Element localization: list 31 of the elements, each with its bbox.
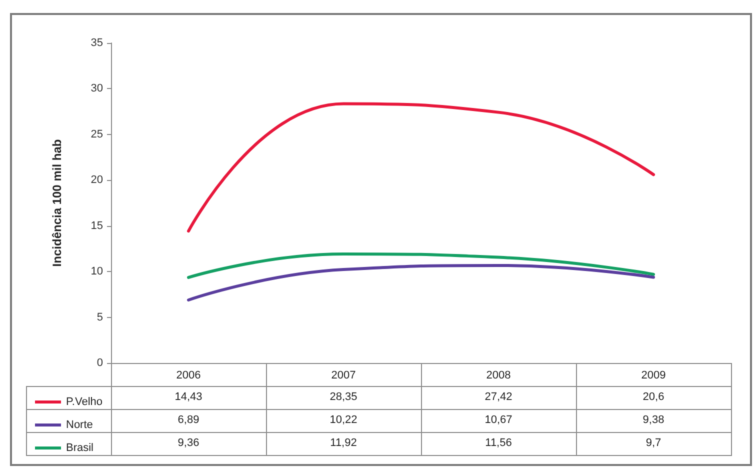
data-label: 9,38 <box>642 413 666 428</box>
data-label: 9,7 <box>644 436 662 451</box>
y-tick-label: 30 <box>90 82 103 95</box>
data-label: 10,67 <box>484 413 514 428</box>
data-label: 20,6 <box>642 390 666 405</box>
line-series <box>187 252 655 279</box>
data-label: 11,56 <box>484 436 513 451</box>
y-tick-label: 15 <box>90 220 103 232</box>
x-tick-label: 2008 <box>486 370 511 382</box>
data-label: 6,89 <box>176 413 200 428</box>
line-series <box>187 102 655 233</box>
x-tick-label: 2006 <box>176 370 201 382</box>
data-label: 11,92 <box>329 436 358 451</box>
data-label: 28,35 <box>328 390 358 405</box>
data-label: 9,36 <box>176 436 200 451</box>
y-tick-label: 0 <box>96 357 103 369</box>
legend-label: Norte <box>66 419 93 431</box>
x-tick-label: 2007 <box>331 370 356 382</box>
legend-label: P.Velho <box>66 396 103 408</box>
y-tick-label: 20 <box>90 174 103 186</box>
line-series <box>187 264 655 302</box>
y-tick-label: 25 <box>90 128 103 140</box>
data-label: 14,43 <box>174 390 204 405</box>
y-tick-label: 5 <box>96 311 103 324</box>
y-axis-title: Incidência 100 mil hab <box>50 139 64 267</box>
legend-label: Brasil <box>66 442 94 454</box>
data-label: 27,42 <box>484 390 514 405</box>
y-tick-label: 35 <box>90 37 103 49</box>
x-tick-label: 2009 <box>641 370 666 382</box>
y-tick-label: 10 <box>90 266 103 278</box>
data-label: 10,22 <box>328 413 358 428</box>
